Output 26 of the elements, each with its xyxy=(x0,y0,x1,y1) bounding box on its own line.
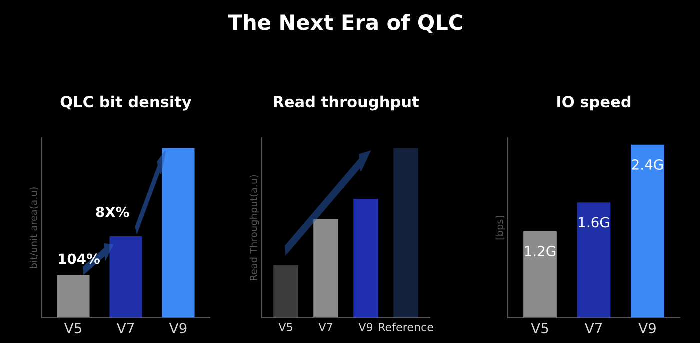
chart-title: The Next Era of QLC xyxy=(228,14,462,34)
data-label: 1.6G xyxy=(579,217,610,228)
x-tick-label: V7 xyxy=(318,323,332,332)
y-axis-title: Read Throughput(a.u) xyxy=(250,175,260,280)
annotation: 8X% xyxy=(96,206,130,218)
x-tick-label: V9 xyxy=(358,323,373,332)
y-axis-title: [bps] xyxy=(496,216,506,240)
x-tick-label: V5 xyxy=(531,323,548,334)
x-tick-label: V9 xyxy=(638,323,656,334)
x-tick-label: Reference xyxy=(379,322,434,332)
data-label: 2.4G xyxy=(632,160,664,170)
x-tick-label: V7 xyxy=(116,323,134,334)
annotation: 104% xyxy=(59,254,100,264)
bar xyxy=(274,265,298,318)
bar xyxy=(314,220,338,318)
x-tick-label: V9 xyxy=(169,323,187,334)
y-axis-title: bit/unit area(a.u) xyxy=(30,188,38,268)
bar xyxy=(394,148,418,318)
chart-subtitle: Read throughput xyxy=(274,96,420,111)
data-label: 1.2G xyxy=(525,246,556,257)
bar xyxy=(354,199,378,318)
x-tick-label: V7 xyxy=(584,323,602,334)
x-tick-label: V5 xyxy=(278,323,292,332)
x-tick-label: V5 xyxy=(64,323,82,334)
chart-subtitle: IO speed xyxy=(558,96,631,111)
chart-subtitle: QLC bit density xyxy=(60,96,192,111)
